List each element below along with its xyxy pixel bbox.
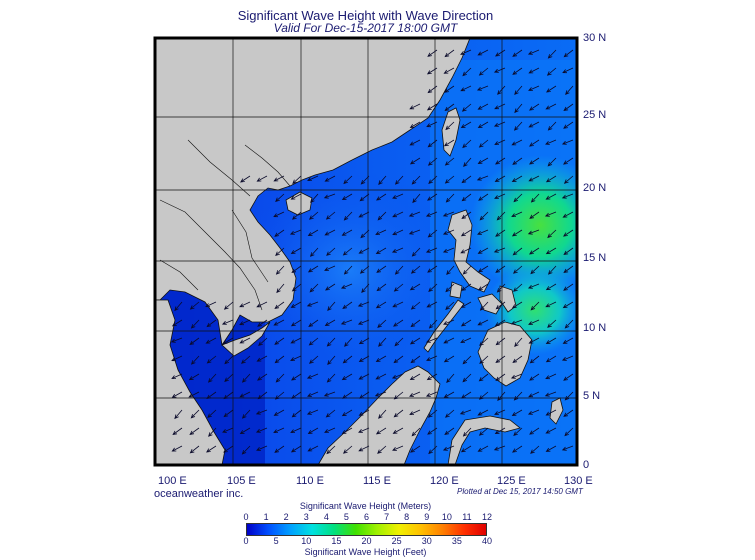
lat-label-0: 0 — [583, 459, 590, 471]
legend-feet-ticks: 0 5 10 15 20 25 30 35 40 — [0, 536, 755, 547]
feet-tick: 35 — [451, 536, 462, 546]
lon-label-105e: 105 E — [227, 475, 256, 487]
meters-tick: 11 — [462, 512, 472, 522]
feet-tick: 30 — [421, 536, 432, 546]
feet-tick: 5 — [273, 536, 279, 546]
feet-tick: 10 — [301, 536, 312, 546]
feet-tick: 40 — [481, 536, 493, 546]
plotted-timestamp: Plotted at Dec 15, 2017 14:50 GMT — [457, 487, 583, 496]
feet-tick: 15 — [331, 536, 342, 546]
lon-label-120e: 120 E — [430, 475, 459, 487]
meters-tick: 5 — [343, 512, 349, 522]
feet-tick: 0 — [243, 536, 249, 546]
lat-label-5n: 5 N — [583, 390, 601, 402]
luzon-island — [447, 209, 491, 293]
lat-label-30n: 30 N — [583, 32, 607, 44]
meters-tick: 4 — [323, 512, 329, 522]
feet-tick: 25 — [391, 536, 402, 546]
meters-tick: 9 — [424, 512, 430, 522]
map-frame — [153, 36, 579, 467]
meters-tick: 2 — [283, 512, 289, 522]
lon-label-110e: 110 E — [296, 475, 324, 487]
wave-height-colorbar — [246, 523, 487, 536]
borneo-island — [317, 365, 441, 465]
lat-label-15n: 15 N — [583, 252, 607, 264]
mainland-asia — [155, 38, 471, 347]
legend-meters-ticks: 0 1 2 3 4 5 6 7 8 9 10 11 12 — [0, 512, 755, 523]
lat-lon-grid — [155, 38, 577, 465]
lat-label-20n: 20 N — [583, 182, 607, 194]
meters-tick: 6 — [363, 512, 370, 522]
meters-tick: 10 — [441, 512, 452, 522]
legend-feet-title: Significant Wave Height (Feet) — [304, 547, 427, 557]
map-title: Significant Wave Height with Wave Direct… — [237, 8, 494, 23]
lon-label-130e: 130 E — [564, 475, 593, 487]
map-area — [155, 38, 577, 465]
meters-tick: 3 — [303, 512, 309, 522]
brand-label: oceanweather inc. — [154, 488, 244, 500]
meters-tick: 8 — [404, 512, 410, 522]
feet-tick: 20 — [361, 536, 372, 546]
legend-meters-title: Significant Wave Height (Meters) — [299, 501, 432, 511]
wave-direction-arrows — [170, 49, 574, 455]
lon-label-125e: 125 E — [497, 475, 526, 487]
meters-tick: 12 — [481, 512, 493, 522]
lat-label-10n: 10 N — [583, 322, 607, 334]
meters-tick: 1 — [263, 512, 269, 522]
malay-peninsula — [155, 299, 226, 465]
meters-tick: 7 — [384, 512, 390, 522]
lon-label-100e: 100 E — [158, 475, 187, 487]
map-subtitle: Valid For Dec-15-2017 18:00 GMT — [273, 21, 458, 35]
taiwan-island — [441, 107, 461, 157]
lon-label-115e: 115 E — [363, 475, 391, 487]
meters-tick: 0 — [243, 512, 249, 522]
lat-label-25n: 25 N — [583, 109, 607, 121]
